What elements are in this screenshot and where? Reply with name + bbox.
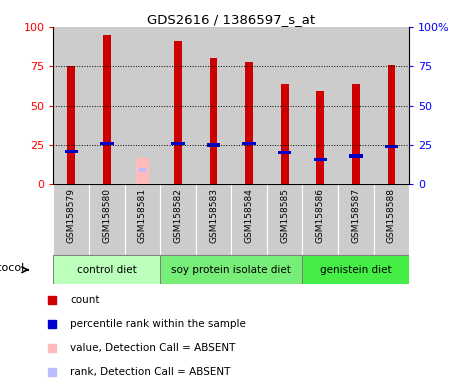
Bar bbox=[303, 255, 409, 284]
Text: GSM158588: GSM158588 bbox=[387, 188, 396, 243]
Bar bbox=[171, 142, 185, 145]
Bar bbox=[281, 84, 289, 184]
Text: GSM158587: GSM158587 bbox=[352, 188, 360, 243]
Bar bbox=[267, 184, 303, 255]
Text: protocol: protocol bbox=[0, 263, 24, 273]
Bar bbox=[125, 184, 160, 255]
Bar bbox=[349, 154, 363, 157]
Text: GSM158584: GSM158584 bbox=[245, 188, 253, 243]
Text: GSM158582: GSM158582 bbox=[173, 188, 182, 243]
Text: GSM158583: GSM158583 bbox=[209, 188, 218, 243]
Bar bbox=[207, 143, 220, 147]
Bar bbox=[352, 84, 360, 184]
Bar bbox=[373, 27, 409, 184]
Bar bbox=[125, 27, 160, 184]
Bar bbox=[100, 142, 113, 145]
Bar bbox=[385, 145, 398, 148]
Bar bbox=[136, 157, 149, 184]
Text: GSM158585: GSM158585 bbox=[280, 188, 289, 243]
Text: percentile rank within the sample: percentile rank within the sample bbox=[70, 319, 246, 329]
Bar bbox=[303, 184, 338, 255]
Text: soy protein isolate diet: soy protein isolate diet bbox=[172, 265, 291, 275]
Text: GSM158586: GSM158586 bbox=[316, 188, 325, 243]
Bar bbox=[53, 184, 89, 255]
Bar bbox=[387, 65, 395, 184]
Bar bbox=[210, 58, 218, 184]
Text: rank, Detection Call = ABSENT: rank, Detection Call = ABSENT bbox=[70, 367, 231, 377]
Bar bbox=[302, 27, 338, 184]
Bar bbox=[196, 184, 232, 255]
Bar bbox=[89, 27, 125, 184]
Bar bbox=[232, 184, 267, 255]
Bar bbox=[65, 150, 78, 153]
Bar bbox=[174, 41, 182, 184]
Bar bbox=[245, 61, 253, 184]
Text: value, Detection Call = ABSENT: value, Detection Call = ABSENT bbox=[70, 343, 236, 353]
Bar bbox=[139, 168, 146, 172]
Bar bbox=[316, 91, 324, 184]
Bar bbox=[196, 27, 231, 184]
Bar bbox=[53, 255, 160, 284]
Title: GDS2616 / 1386597_s_at: GDS2616 / 1386597_s_at bbox=[147, 13, 315, 26]
Text: control diet: control diet bbox=[77, 265, 137, 275]
Bar bbox=[313, 157, 327, 161]
Bar bbox=[242, 142, 256, 145]
Bar bbox=[160, 184, 196, 255]
Bar bbox=[67, 66, 75, 184]
Bar bbox=[89, 184, 125, 255]
Bar bbox=[53, 27, 89, 184]
Text: GSM158579: GSM158579 bbox=[67, 188, 76, 243]
Text: count: count bbox=[70, 295, 100, 305]
Bar bbox=[374, 184, 409, 255]
Bar bbox=[103, 35, 111, 184]
Bar bbox=[231, 27, 267, 184]
Text: GSM158580: GSM158580 bbox=[102, 188, 111, 243]
Bar bbox=[267, 27, 302, 184]
Bar bbox=[160, 255, 303, 284]
Text: genistein diet: genistein diet bbox=[320, 265, 392, 275]
Text: GSM158581: GSM158581 bbox=[138, 188, 147, 243]
Bar bbox=[338, 27, 373, 184]
Bar bbox=[338, 184, 374, 255]
Bar bbox=[278, 151, 292, 154]
Bar bbox=[160, 27, 196, 184]
